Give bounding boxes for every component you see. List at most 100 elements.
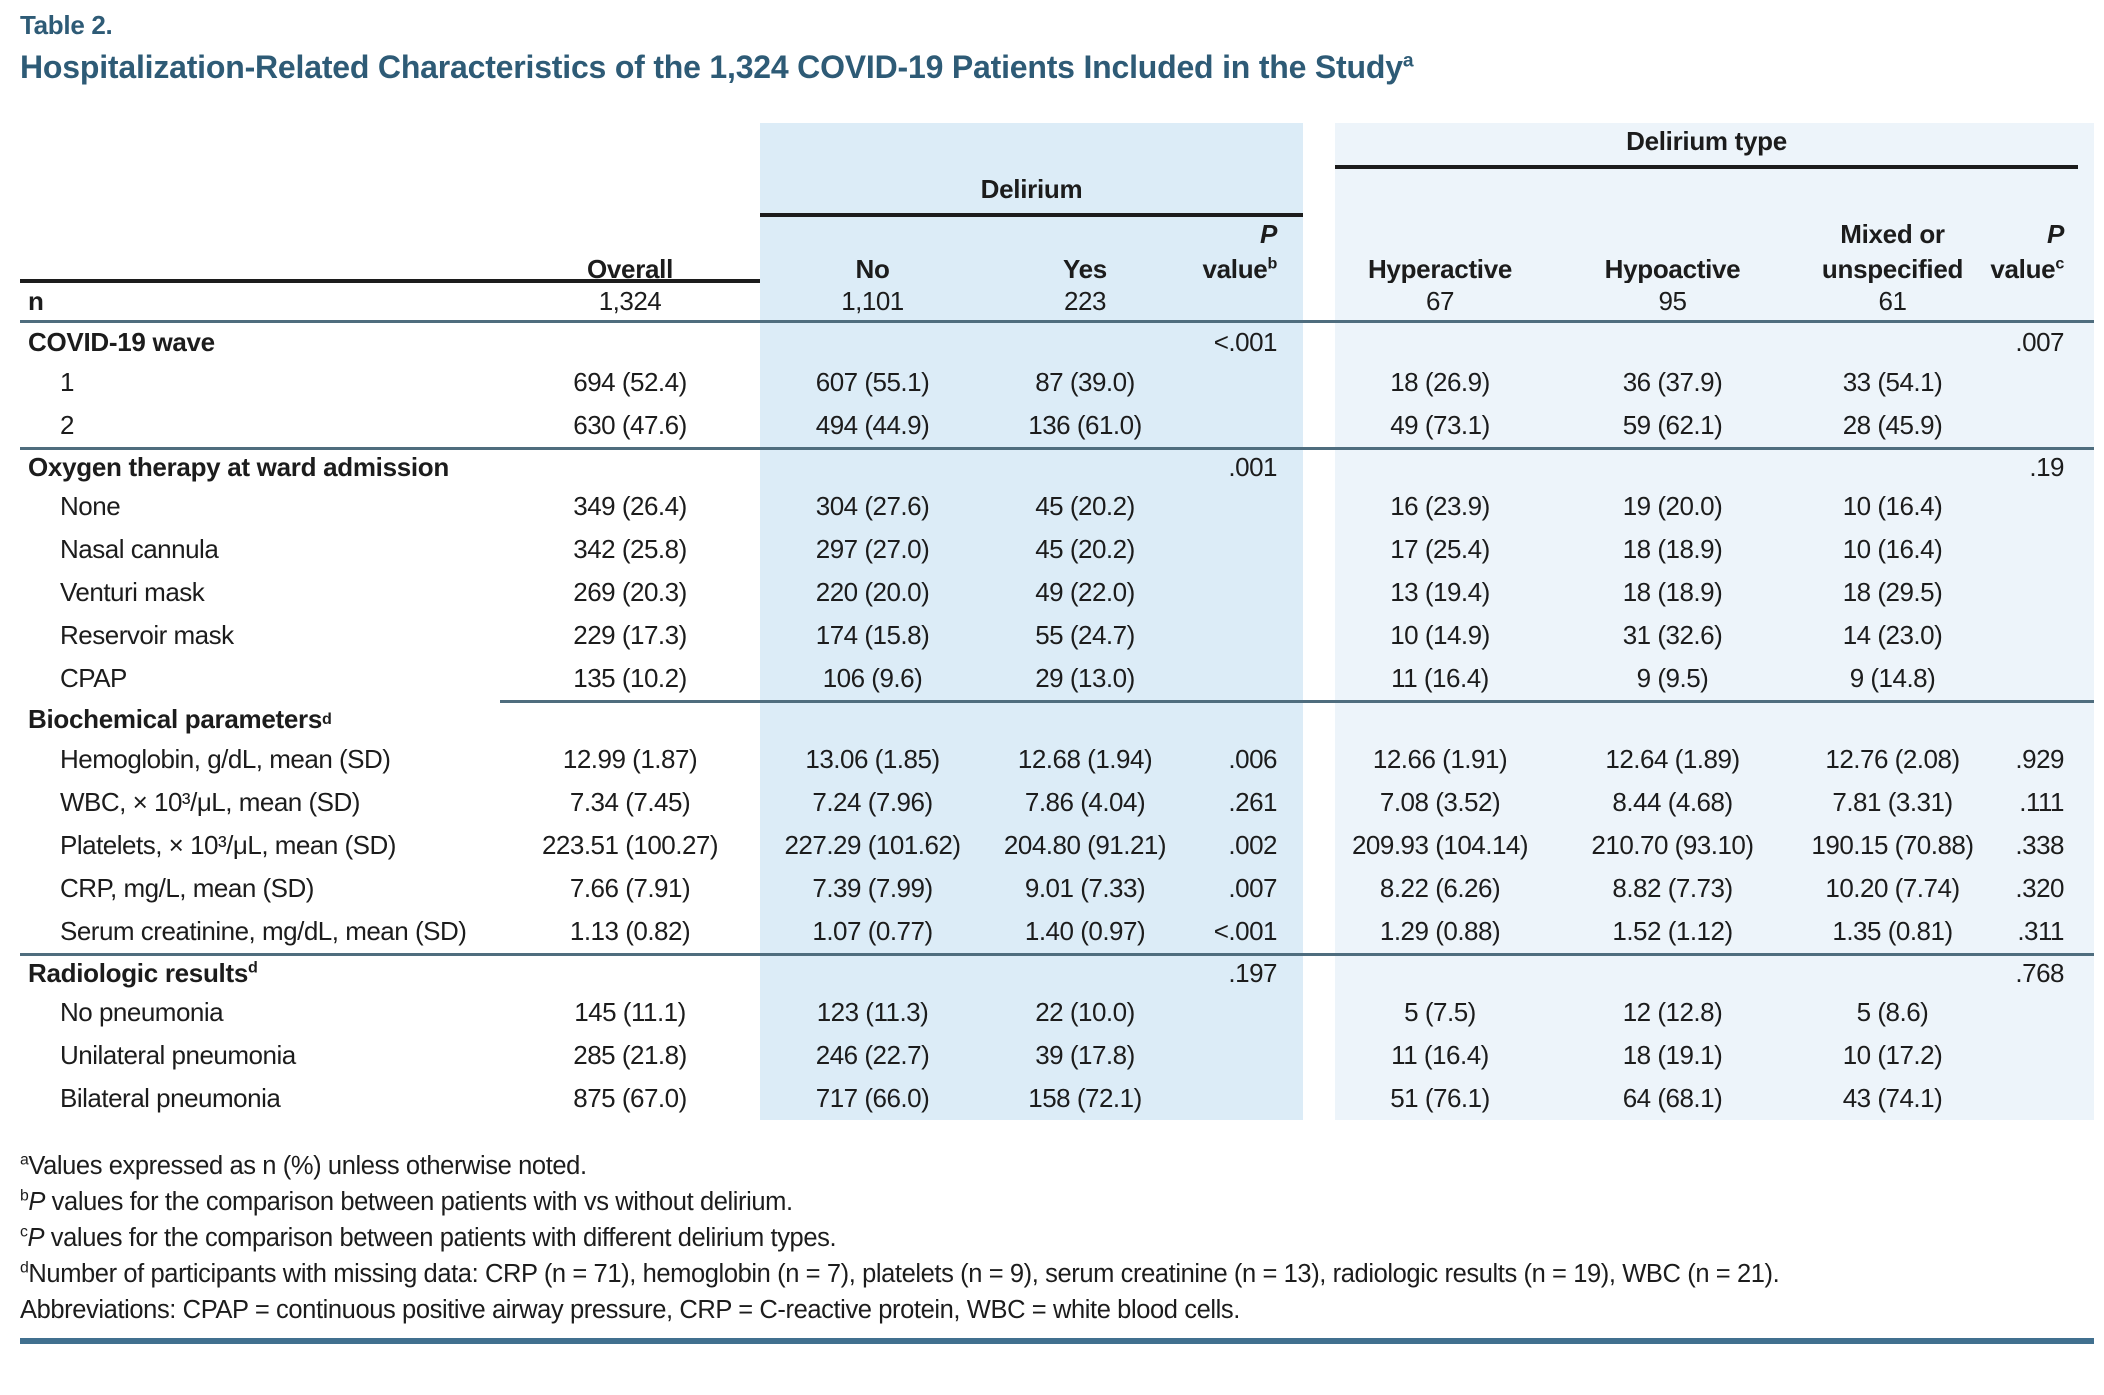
table-cell: 10 (16.4) xyxy=(1842,534,1943,565)
table-cell: 28 (45.9) xyxy=(1842,410,1943,441)
table-cell: 5 (7.5) xyxy=(1404,997,1476,1028)
pvalue-b-italic-p: P xyxy=(1259,219,1277,250)
footnote-text: Values expressed as n (%) unless otherwi… xyxy=(28,1152,587,1181)
table-cell: 106 (9.6) xyxy=(822,663,923,694)
delirium-subheaders: No Yes P valueb xyxy=(760,217,1303,297)
table-cell: 607 (55.1) xyxy=(815,367,930,398)
row-label: 2 xyxy=(60,410,74,441)
column-gap xyxy=(1303,700,1335,738)
footnote: aValues expressed as n (%) unless otherw… xyxy=(20,1148,2094,1184)
footnote-marker: c xyxy=(20,1223,28,1241)
row-label: Radiologic resultsd xyxy=(28,958,258,989)
table-cell: 7.81 (3.31) xyxy=(1832,787,1953,818)
table-cell: 123 (11.3) xyxy=(816,997,929,1028)
table-cell: .001 xyxy=(1228,452,1277,483)
table-cell: 18 (29.5) xyxy=(1842,577,1943,608)
footnote: bP values for the comparison between pat… xyxy=(20,1184,2094,1220)
table-cell: 145 (11.1) xyxy=(574,997,686,1028)
table-cell: 10 (14.9) xyxy=(1390,620,1490,651)
table-cell: 1.52 (1.12) xyxy=(1612,916,1733,947)
row-label: CRP, mg/L, mean (SD) xyxy=(60,873,314,904)
table-cell xyxy=(1185,700,1303,738)
row-label: Nasal cannula xyxy=(60,534,219,565)
column-header-hypoactive: Hypoactive xyxy=(1604,254,1741,285)
table-cell: 18 (26.9) xyxy=(1390,367,1490,398)
table-row: Platelets, × 10³/μL, mean (SD) 223.51 (10… xyxy=(20,824,2094,867)
table-cell: 1.35 (0.81) xyxy=(1832,916,1953,947)
table-cell: 13.06 (1.85) xyxy=(805,744,940,775)
table-cell: 8.22 (6.26) xyxy=(1379,873,1501,904)
table-cell: 45 (20.2) xyxy=(1035,534,1135,565)
table-cell: 18 (19.1) xyxy=(1622,1040,1723,1071)
table-cell: 342 (25.8) xyxy=(573,534,687,565)
table-row: WBC, × 10³/μL, mean (SD) 7.34 (7.45) 7.24 … xyxy=(20,781,2094,824)
column-header-pvalue-c: P valuec xyxy=(1985,217,2094,287)
row-label: None xyxy=(60,491,121,522)
table-cell: 190.15 (70.88) xyxy=(1811,830,1974,861)
table-cell: 16 (23.9) xyxy=(1390,491,1490,522)
table-cell: 39 (17.8) xyxy=(1035,1040,1135,1071)
table-cell: 22 (10.0) xyxy=(1035,997,1135,1028)
row-label: WBC, × 10³/μL, mean (SD) xyxy=(60,787,360,818)
table-number-label: Table 2. xyxy=(20,10,113,40)
table-cell: 95 xyxy=(1658,286,1687,317)
table-cell: 55 (24.7) xyxy=(1035,620,1135,651)
table-cell: 12.64 (1.89) xyxy=(1605,744,1740,775)
row-label: No pneumonia xyxy=(60,997,224,1028)
pvalue-c-text: value xyxy=(1990,254,2056,285)
table-cell: 227.29 (101.62) xyxy=(784,830,961,861)
table-cell: 49 (22.0) xyxy=(1035,577,1135,608)
table-cell: 18 (18.9) xyxy=(1622,534,1723,565)
header-gap xyxy=(1303,123,1335,298)
table-cell: 45 (20.2) xyxy=(1035,491,1135,522)
table-cell: 8.82 (7.73) xyxy=(1612,873,1733,904)
footnote-marker: a xyxy=(20,1151,29,1169)
row-label: Serum creatinine, mg/dL, mean (SD) xyxy=(60,916,467,947)
table-cell: .929 xyxy=(2015,744,2064,775)
footnote: cP values for the comparison between pat… xyxy=(20,1220,2094,1256)
row-label: CPAP xyxy=(60,663,127,694)
table-cell: 29 (13.0) xyxy=(1035,663,1135,694)
table-cell: 717 (66.0) xyxy=(815,1083,930,1114)
table-cell: 11 (16.4) xyxy=(1391,663,1489,694)
page-title: Hospitalization-Related Characteristics … xyxy=(20,47,2084,87)
table-row: COVID-19 wave <.001 .007 xyxy=(20,323,2094,361)
row-label: Bilateral pneumonia xyxy=(60,1083,281,1114)
table-cell: 31 (32.6) xyxy=(1622,620,1723,651)
table-row: CRP, mg/L, mean (SD) 7.66 (7.91) 7.39 (7.9… xyxy=(20,867,2094,910)
table-cell: 209.93 (104.14) xyxy=(1351,830,1529,861)
table-row: Unilateral pneumonia 285 (21.8) 246 (22.7)… xyxy=(20,1034,2094,1077)
table-cell: 36 (37.9) xyxy=(1622,367,1723,398)
table-cell xyxy=(500,700,760,738)
table-cell: 223.51 (100.27) xyxy=(541,830,719,861)
table-cell: 210.70 (93.10) xyxy=(1591,830,1754,861)
table-cell xyxy=(1335,700,1545,738)
table-cell: 19 (20.0) xyxy=(1622,491,1723,522)
footnotes: aValues expressed as n (%) unless otherw… xyxy=(20,1148,2094,1345)
page-title-text: Hospitalization-Related Characteristics … xyxy=(20,49,1403,86)
table-cell: 494 (44.9) xyxy=(815,410,930,441)
footnote-text: values for the comparison between patien… xyxy=(44,1224,837,1253)
table-cell: .338 xyxy=(2015,830,2064,861)
table-cell: 136 (61.0) xyxy=(1028,410,1142,441)
table-cell xyxy=(760,700,985,738)
table-cell: 12.68 (1.94) xyxy=(1017,744,1153,775)
table-cell: 12.99 (1.87) xyxy=(562,744,698,775)
table-cell: <.001 xyxy=(1213,326,1278,357)
title-block: Table 2. Hospitalization-Related Charact… xyxy=(0,0,2104,87)
table-cell: 875 (67.0) xyxy=(573,1083,687,1114)
table-row: Reservoir mask 229 (17.3) 174 (15.8) 55 (24… xyxy=(20,614,2094,657)
footnote-italic-p: P xyxy=(27,1224,45,1253)
table-cell: 304 (27.6) xyxy=(815,491,930,522)
table-cell: 5 (8.6) xyxy=(1856,997,1929,1028)
table-cell: .007 xyxy=(1228,873,1277,904)
table-cell: 12.66 (1.91) xyxy=(1372,744,1508,775)
table-cell: 12.76 (2.08) xyxy=(1825,744,1960,775)
footnote-marker: d xyxy=(20,1259,29,1277)
table-cell: .197 xyxy=(1228,958,1277,989)
table-cell: 14 (23.0) xyxy=(1842,620,1943,651)
table-row: 1 694 (52.4) 607 (55.1) 87 (39.0) 18 (26.9) 3… xyxy=(20,361,2094,404)
table-cell: .311 xyxy=(2017,916,2064,947)
column-header-yes: Yes xyxy=(1063,254,1107,285)
